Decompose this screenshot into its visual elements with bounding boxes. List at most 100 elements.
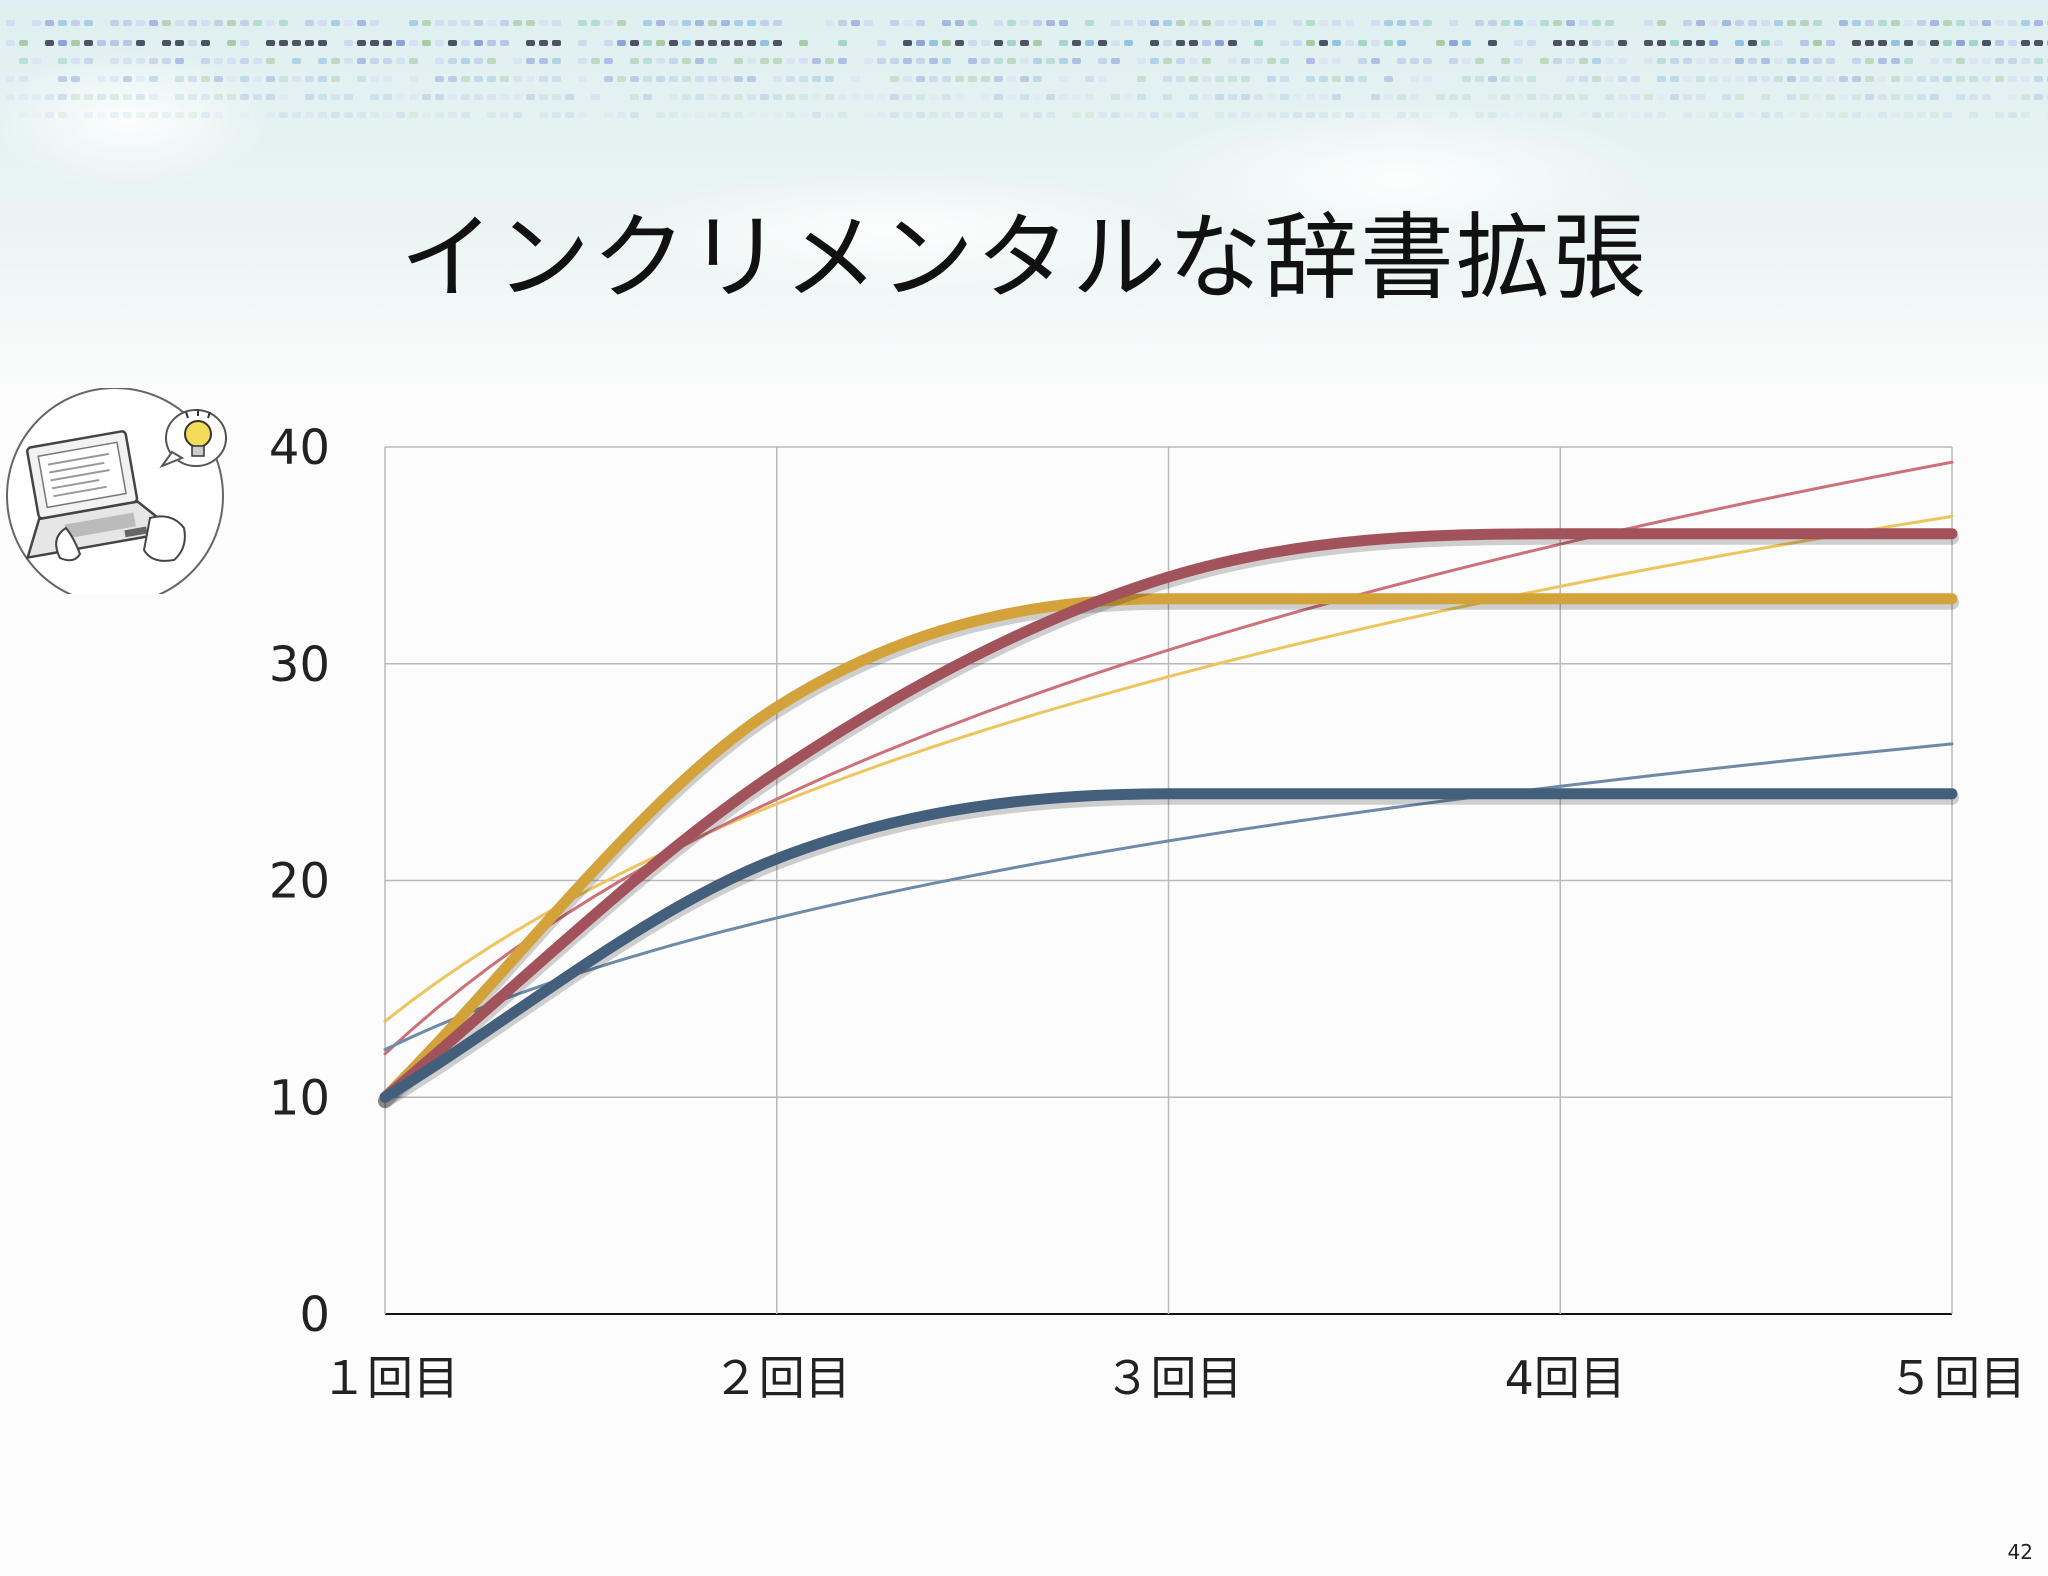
banner-dot xyxy=(1735,76,1744,82)
banner-dot xyxy=(955,76,964,82)
banner-dot xyxy=(578,76,587,82)
banner-dot xyxy=(1670,40,1679,46)
banner-dot xyxy=(1566,40,1575,46)
banner-dot xyxy=(864,112,873,118)
banner-dot xyxy=(1280,76,1289,82)
banner-dot xyxy=(1189,58,1198,64)
banner-dot xyxy=(1930,40,1939,46)
banner-dot xyxy=(1605,112,1614,118)
banner-dot xyxy=(1618,40,1627,46)
banner-dot xyxy=(318,20,327,26)
banner-dot xyxy=(1293,112,1302,118)
banner-dot xyxy=(630,112,639,118)
banner-dot xyxy=(1930,20,1939,26)
banner-dot xyxy=(1423,58,1432,64)
banner-dot xyxy=(357,76,366,82)
banner-dot xyxy=(396,112,405,118)
banner-dot xyxy=(474,40,483,46)
banner-dot xyxy=(136,112,145,118)
banner-dot xyxy=(435,94,444,100)
banner-dot xyxy=(1319,20,1328,26)
y-tick-label: 40 xyxy=(269,420,330,476)
banner-dot xyxy=(1163,40,1172,46)
banner-dot xyxy=(1059,20,1068,26)
banner-dot xyxy=(45,20,54,26)
banner-dot xyxy=(994,76,1003,82)
banner-dot xyxy=(1332,76,1341,82)
banner-dot xyxy=(1371,40,1380,46)
banner-dot xyxy=(214,112,223,118)
banner-dot xyxy=(344,94,353,100)
banner-dot xyxy=(1813,20,1822,26)
banner-dot xyxy=(1215,40,1224,46)
banner-dot xyxy=(1644,112,1653,118)
banner-dot xyxy=(1722,58,1731,64)
banner-dot xyxy=(110,58,119,64)
banner-dot xyxy=(97,76,106,82)
banner-dot xyxy=(1566,58,1575,64)
banner-dot xyxy=(825,20,834,26)
banner-dot xyxy=(695,58,704,64)
banner-dot xyxy=(1137,94,1146,100)
banner-dot xyxy=(19,94,28,100)
banner-dot xyxy=(84,40,93,46)
banner-dot xyxy=(1527,94,1536,100)
banner-dot xyxy=(1579,58,1588,64)
banner-dot xyxy=(6,40,15,46)
banner-dot xyxy=(2034,94,2043,100)
banner-dot xyxy=(669,112,678,118)
banner-dot xyxy=(1007,58,1016,64)
banner-dot xyxy=(1280,58,1289,64)
banner-dot xyxy=(175,40,184,46)
banner-dot xyxy=(1891,76,1900,82)
banner-dot xyxy=(1917,40,1926,46)
banner-dot xyxy=(2034,20,2043,26)
banner-dot xyxy=(461,94,470,100)
banner-dot xyxy=(1124,94,1133,100)
banner-dot xyxy=(1787,76,1796,82)
banner-dot xyxy=(1514,58,1523,64)
banner-dot xyxy=(1839,20,1848,26)
banner-dot xyxy=(1280,94,1289,100)
banner-dot xyxy=(1631,94,1640,100)
banner-dot xyxy=(1228,112,1237,118)
banner-dot xyxy=(500,40,509,46)
banner-dot xyxy=(578,40,587,46)
banner-dot xyxy=(1800,94,1809,100)
banner-dot xyxy=(1865,94,1874,100)
banner-dot xyxy=(552,112,561,118)
banner-dot xyxy=(760,20,769,26)
banner-dot xyxy=(1774,58,1783,64)
banner-dot xyxy=(1969,76,1978,82)
banner-dot xyxy=(578,20,587,26)
banner-dot xyxy=(305,76,314,82)
banner-dot xyxy=(604,76,613,82)
banner-dot xyxy=(1826,76,1835,82)
banner-dot xyxy=(994,94,1003,100)
banner-dot xyxy=(2021,40,2030,46)
banner-dot xyxy=(721,94,730,100)
banner-dot xyxy=(1917,20,1926,26)
banner-dot xyxy=(1501,58,1510,64)
banner-dot xyxy=(1059,76,1068,82)
banner-dot xyxy=(708,94,717,100)
banner-dot xyxy=(682,40,691,46)
banner-dot xyxy=(786,76,795,82)
banner-dot xyxy=(240,20,249,26)
banner-dot xyxy=(409,58,418,64)
banner-dot xyxy=(1241,94,1250,100)
banner-dot xyxy=(1007,20,1016,26)
banner-dot xyxy=(1904,76,1913,82)
banner-dot xyxy=(318,112,327,118)
banner-dot xyxy=(1540,58,1549,64)
banner-dot xyxy=(1826,58,1835,64)
banner-dot xyxy=(695,76,704,82)
banner-dot xyxy=(1930,112,1939,118)
banner-dot xyxy=(1657,94,1666,100)
banner-dot xyxy=(539,112,548,118)
banner-dot xyxy=(1436,40,1445,46)
banner-dot xyxy=(643,40,652,46)
banner-dot xyxy=(1683,76,1692,82)
banner-dot xyxy=(799,112,808,118)
banner-dot xyxy=(773,58,782,64)
